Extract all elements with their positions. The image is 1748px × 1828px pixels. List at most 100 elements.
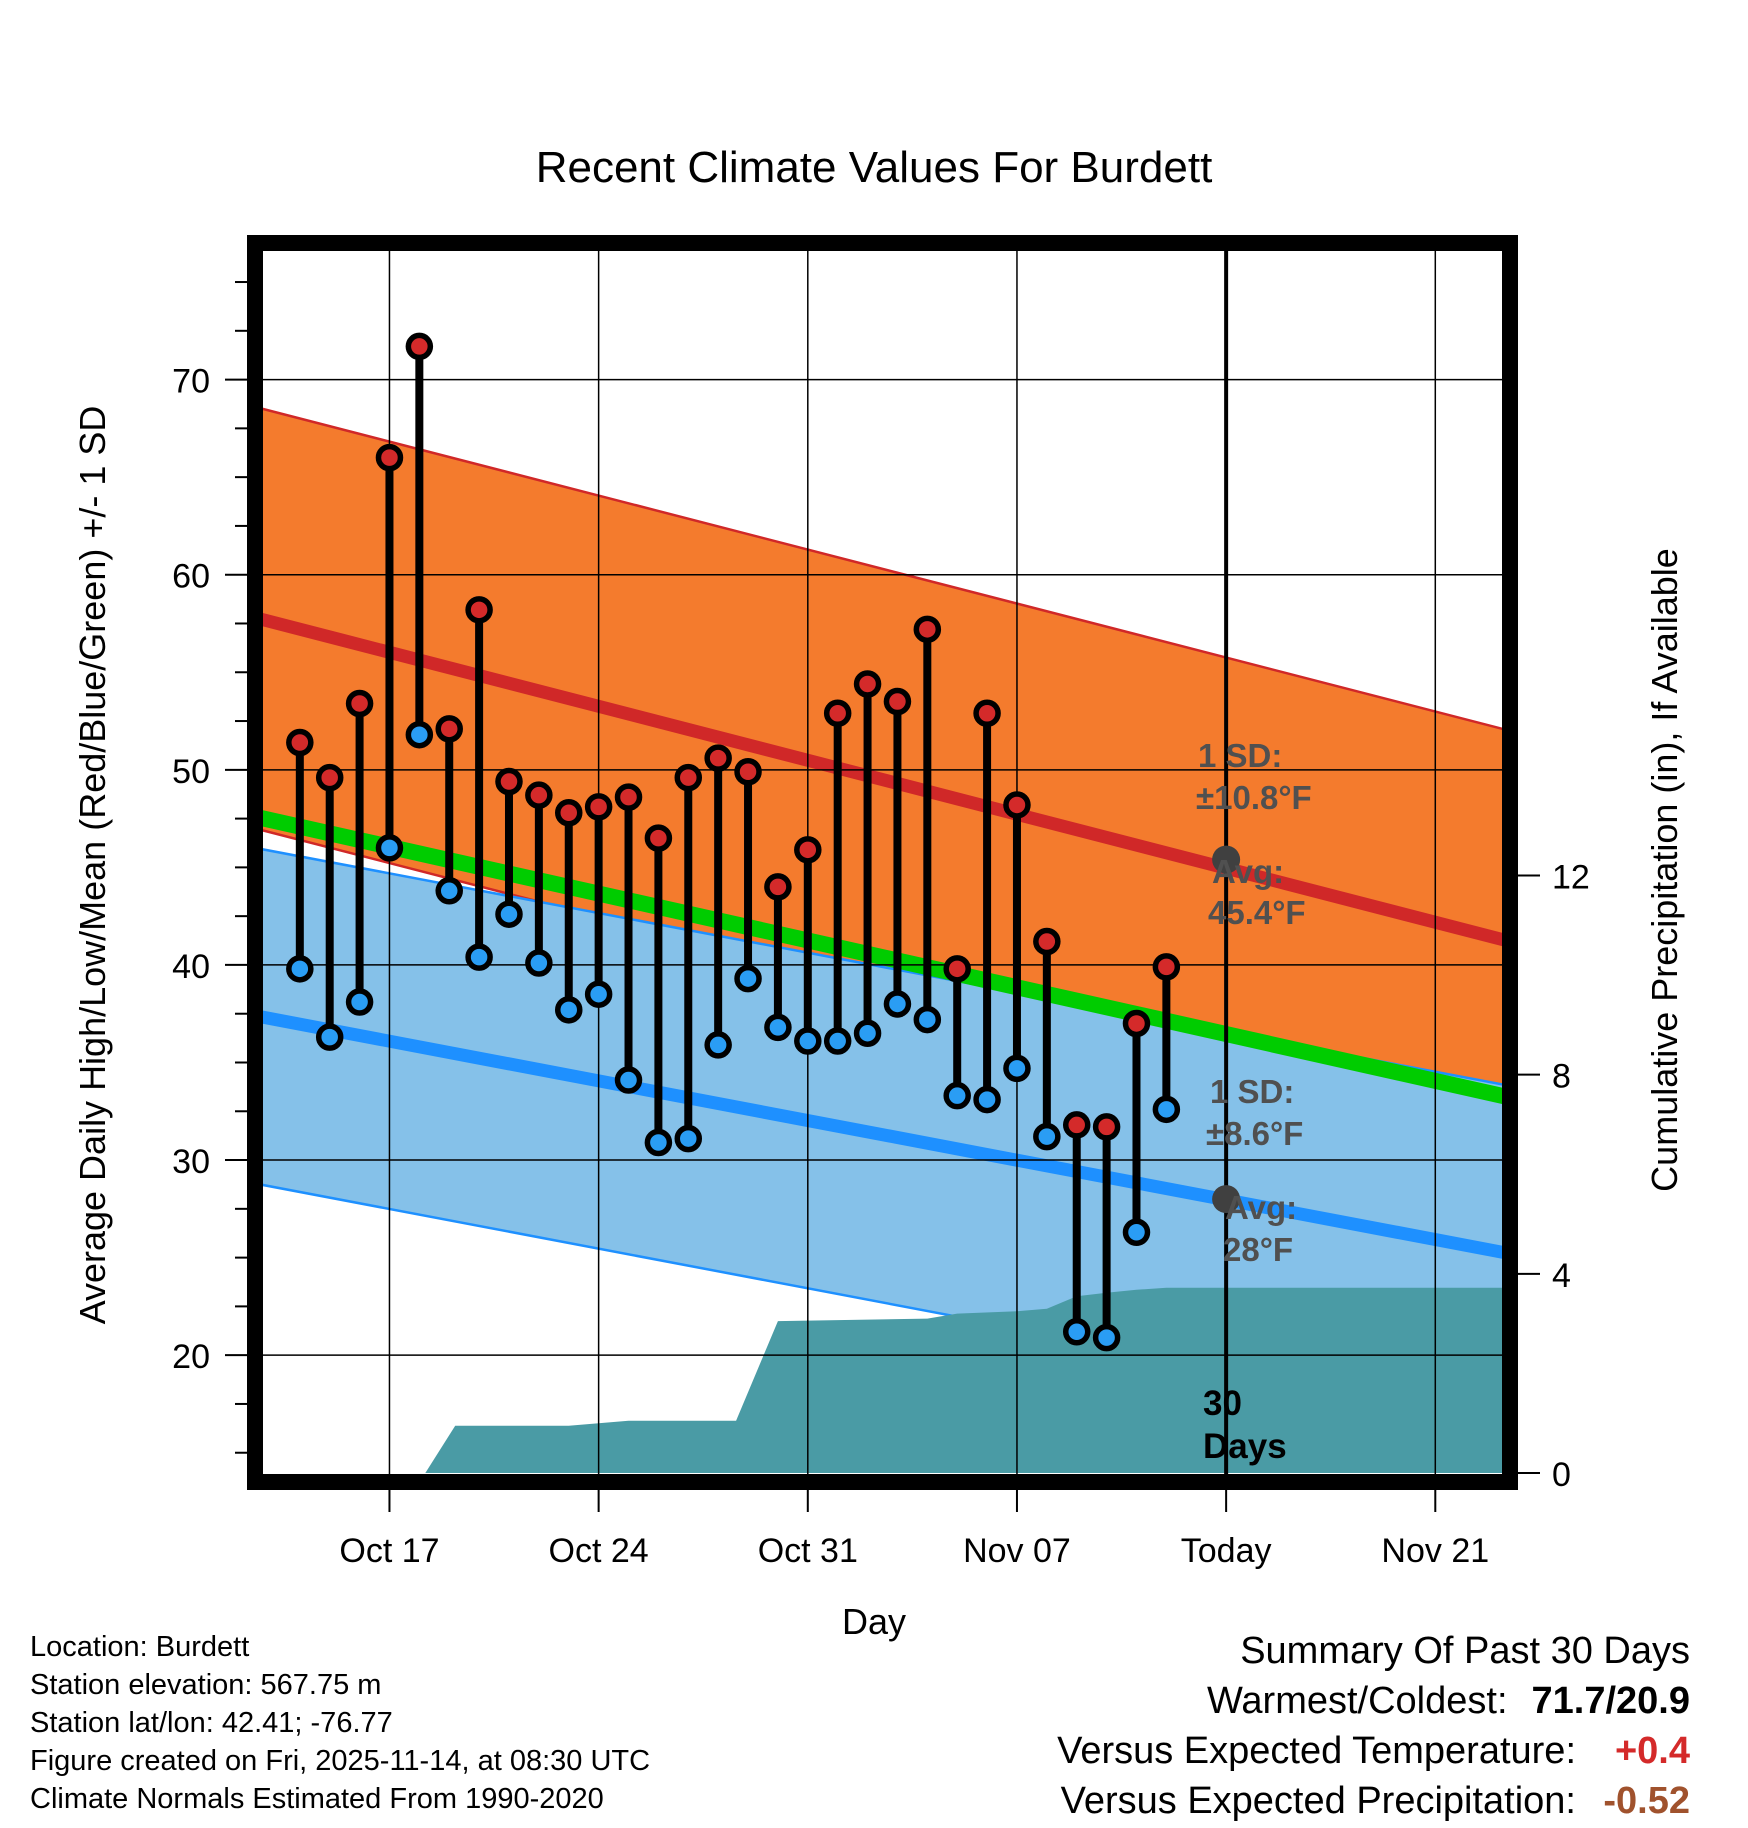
high-avg-value: 45.4°F [1208,894,1306,931]
elevation-text: Station elevation: 567.75 m [30,1669,382,1701]
observed-high-point [315,763,344,792]
observed-low-point [555,996,583,1024]
x-axis-label: Day [842,1601,906,1642]
observed-high-point [704,744,732,772]
observed-low-point [495,900,523,928]
summary-row-temp: Versus Expected Temperature: +0.4 [1057,1726,1690,1776]
y2-tick-label: 4 [1552,1257,1571,1295]
high-sd-label: 1 SD: [1198,737,1282,774]
low-avg-value: 28°F [1223,1231,1293,1268]
observed-high-point [913,615,942,644]
temp-label: Versus Expected Temperature: [1057,1730,1576,1772]
observed-high-point [1152,953,1181,981]
observed-high-point [823,699,852,727]
normal-mean-line [262,810,1502,1105]
observed-low-point [614,1066,643,1094]
observed-high-point [614,783,643,811]
created-text: Figure created on Fri, 2025-11-14, at 08… [30,1745,651,1777]
cumulative-precip-area [262,1287,1502,1474]
observed-high-point [1122,1009,1151,1038]
observed-high-point [495,767,523,796]
observed-low-point [375,834,404,862]
precip-value: -0.52 [1603,1780,1690,1822]
observed-high-point [764,873,792,901]
summary-row-precip: Versus Expected Precipitation: -0.52 [1057,1776,1690,1826]
observed-high-point [584,793,613,821]
observed-high-point [435,715,463,743]
observed-low-point [1092,1323,1121,1352]
observed-high-point [1033,927,1061,956]
y2-tick-label: 8 [1552,1058,1571,1096]
observed-low-point [584,980,613,1008]
y-tick-label: 30 [172,1143,210,1181]
today-low-avg-point [1212,1185,1241,1214]
observed-low-point [345,988,374,1016]
y-tick-label: 50 [172,753,210,791]
chart-title: Recent Climate Values For Burdett [536,143,1213,192]
latlon-text: Station lat/lon: 42.41; -76.77 [30,1707,393,1739]
observed-high-point [525,781,553,809]
observed-low-point [525,949,553,977]
location-text: Location: Burdett [30,1631,250,1663]
station-info: Location: Burdett Station elevation: 567… [30,1628,650,1818]
today-high-avg-point [1212,845,1241,874]
high-avg-label: Avg: [1212,853,1284,890]
warmest-label: Warmest/Coldest: [1206,1680,1508,1722]
observed-high-point [883,687,912,716]
observed-low-point [973,1085,1001,1114]
observed-high-point [1092,1113,1121,1141]
observed-low-point [286,955,314,983]
observed-low-point [1122,1218,1151,1246]
y2-tick-label: 12 [1552,858,1590,896]
low-sd-label: 1 SD: [1210,1073,1294,1110]
observed-high-point [943,955,971,983]
x-tick-label: Oct 24 [549,1532,649,1570]
observed-high-point [405,332,434,361]
normals-text: Climate Normals Estimated From 1990-2020 [30,1783,604,1815]
plot-frame [247,235,1518,1490]
summary-title: Summary Of Past 30 Days [1240,1630,1690,1672]
x-tick-label: Nov 07 [963,1532,1071,1570]
observed-low-point [943,1081,971,1110]
observed-low-point [465,943,493,971]
observed-high-point [286,728,314,757]
y-axis-label: Average Daily High/Low/Mean (Red/Blue/Gr… [72,406,113,1325]
observed-high-point [734,758,762,786]
summary-panel: Summary Of Past 30 Days Warmest/Coldest:… [1057,1626,1690,1826]
observed-high-point [674,763,703,792]
observed-low-point [1062,1318,1091,1346]
observed-high-point [644,824,673,852]
observed-high-point [345,689,374,718]
precip-label: Versus Expected Precipitation: [1060,1780,1576,1822]
observed-high-point [375,443,404,472]
observed-low-point [913,1005,942,1034]
y2-tick-label: 0 [1552,1456,1571,1494]
observed-high-point [794,836,822,864]
x-tick-label: Today [1181,1532,1272,1570]
x-tick-label: Oct 31 [758,1532,858,1570]
observed-low-point [644,1128,673,1157]
period-label-days: Days [1203,1427,1287,1466]
observed-low-point [764,1013,792,1042]
observed-high-point [1003,791,1031,819]
summary-row-warmest: Warmest/Coldest: 71.7/20.9 [1057,1676,1690,1726]
y-tick-label: 70 [172,363,210,401]
observed-high-point [465,596,493,624]
normal-low-line [262,1010,1502,1259]
observed-low-point [405,720,434,749]
high-sd-value: ±10.8°F [1196,779,1312,816]
observed-high-point [1062,1111,1091,1139]
observed-high-point [973,699,1001,727]
observed-low-point [704,1031,732,1059]
period-label-number: 30 [1203,1384,1242,1423]
x-tick-label: Nov 21 [1381,1532,1489,1570]
warmest-value: 71.7/20.9 [1531,1680,1690,1722]
observed-low-point [1033,1122,1061,1151]
y-tick-label: 20 [172,1338,210,1376]
observed-high-point [555,798,583,827]
low-sd-value: ±8.6°F [1206,1115,1303,1152]
observed-low-point [1003,1054,1031,1083]
observed-low-point [823,1027,852,1055]
observed-high-point [853,670,882,698]
